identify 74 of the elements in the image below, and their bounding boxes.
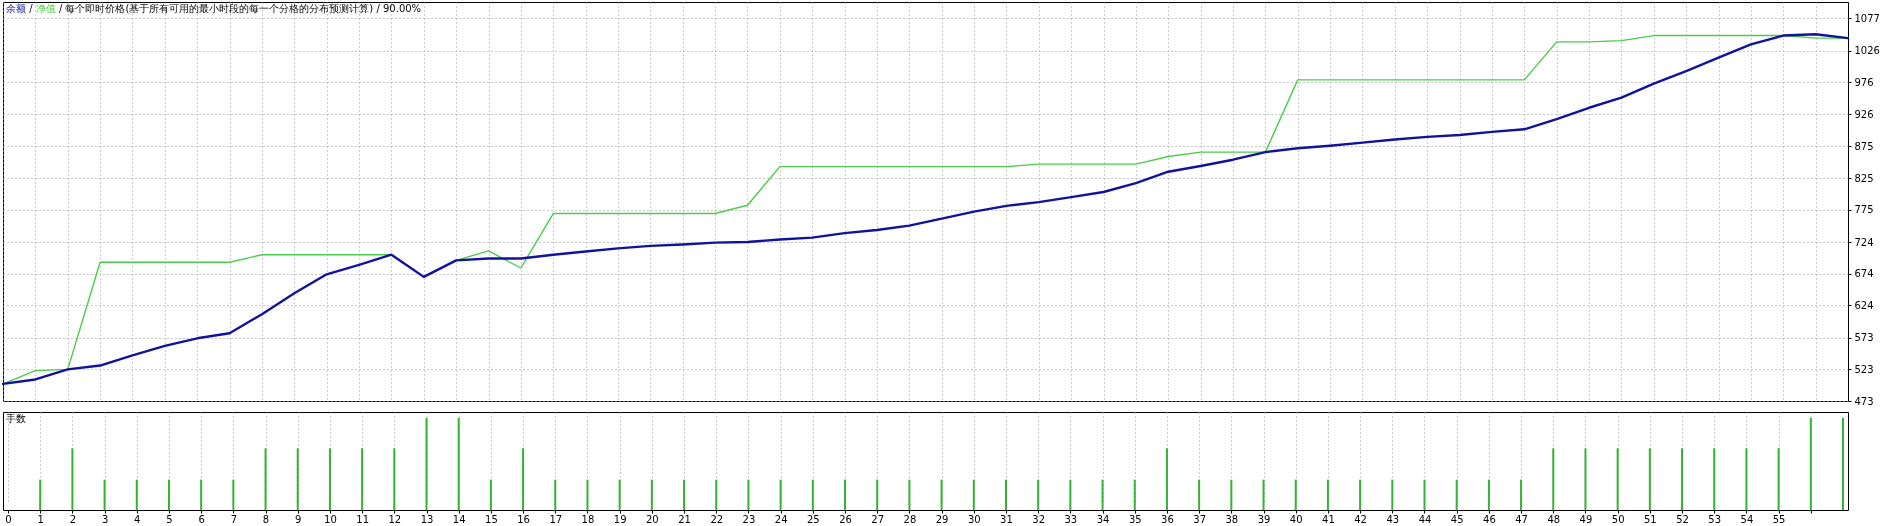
- x-tick-label: 40: [1289, 513, 1303, 525]
- x-tick-label: 20: [645, 513, 659, 525]
- x-tick-label: 33: [1064, 513, 1078, 525]
- x-tick-label: 37: [1193, 513, 1207, 525]
- y-tick-label: 624: [1854, 299, 1874, 311]
- y-tick-label: 875: [1854, 140, 1874, 152]
- x-tick-label: 25: [806, 513, 820, 525]
- y-tick-label: 724: [1854, 236, 1874, 248]
- x-tick-label: 28: [903, 513, 917, 525]
- x-tick-label: 16: [517, 513, 530, 525]
- x-tick-label: 30: [967, 513, 981, 525]
- y-tick-label: 1026: [1854, 45, 1880, 57]
- x-tick-label: 22: [710, 513, 724, 525]
- text: 余额: [6, 3, 26, 14]
- x-tick-label: 11: [356, 513, 369, 525]
- x-tick-label: 3: [101, 513, 109, 525]
- text: 净值: [35, 3, 56, 14]
- x-tick-label: 35: [1128, 513, 1142, 525]
- y-tick-label: 473: [1854, 395, 1874, 407]
- x-tick-label: 41: [1322, 513, 1335, 525]
- x-tick-label: 55: [1772, 513, 1786, 525]
- chart-title: 手数: [6, 413, 26, 424]
- x-tick-label: 18: [581, 513, 595, 525]
- x-tick-label: 5: [166, 513, 173, 525]
- x-tick-label: 51: [1643, 513, 1657, 525]
- x-tick-label: 47: [1515, 513, 1528, 525]
- x-tick-label: 26: [839, 513, 852, 525]
- y-tick-label: 1077: [1854, 12, 1880, 24]
- x-tick-label: 6: [198, 513, 205, 525]
- y-tick-label: 976: [1854, 76, 1874, 88]
- x-tick-label: 9: [295, 513, 302, 525]
- x-tick-label: 36: [1161, 513, 1174, 525]
- x-tick-label: 44: [1418, 513, 1432, 525]
- x-tick-label: 48: [1547, 513, 1561, 525]
- x-tick-label: 2: [69, 513, 77, 525]
- x-tick-label: 49: [1579, 513, 1593, 525]
- x-tick-label: 0: [5, 513, 12, 525]
- x-tick-label: 52: [1676, 513, 1689, 525]
- x-tick-label: 34: [1096, 513, 1110, 525]
- x-tick-label: 14: [452, 513, 466, 525]
- x-tick-label: 21: [678, 513, 691, 525]
- y-tick-label: 573: [1854, 332, 1874, 344]
- x-tick-label: 45: [1450, 513, 1464, 525]
- x-tick-label: 43: [1386, 513, 1400, 525]
- x-tick-label: 10: [324, 513, 337, 525]
- y-tick-label: 523: [1854, 363, 1874, 375]
- y-tick-label: 674: [1854, 268, 1874, 280]
- x-tick-label: 1: [37, 513, 44, 525]
- x-tick-label: 7: [230, 513, 238, 525]
- x-tick-label: 29: [935, 513, 949, 525]
- x-tick-label: 17: [549, 513, 563, 525]
- x-tick-label: 46: [1483, 513, 1496, 525]
- y-tick-label: 825: [1854, 172, 1874, 184]
- x-tick-label: 12: [388, 513, 402, 525]
- x-tick-label: 38: [1225, 513, 1239, 525]
- x-tick-label: 23: [742, 513, 756, 525]
- annotation: / 每个即时价格(基于所有可用的最小时段的每一个分格的分布预测计算) / 90.00%: [58, 3, 422, 14]
- x-tick-label: 54: [1740, 513, 1754, 525]
- x-tick-label: 53: [1708, 513, 1722, 525]
- x-tick-label: 24: [774, 513, 788, 525]
- x-tick-label: 27: [871, 513, 885, 525]
- y-tick-label: 926: [1854, 108, 1874, 120]
- x-tick-label: 8: [262, 513, 270, 525]
- x-tick-label: 32: [1032, 513, 1046, 525]
- x-tick-label: 19: [613, 513, 627, 525]
- x-tick-label: 31: [1000, 513, 1013, 525]
- y-tick-label: 775: [1854, 204, 1874, 216]
- annotation: /: [29, 3, 34, 14]
- x-tick-label: 13: [420, 513, 434, 525]
- x-tick-label: 4: [134, 513, 141, 525]
- x-tick-label: 50: [1611, 513, 1625, 525]
- x-tick-label: 42: [1354, 513, 1367, 525]
- x-tick-label: 15: [485, 513, 498, 525]
- x-tick-label: 39: [1257, 513, 1271, 525]
